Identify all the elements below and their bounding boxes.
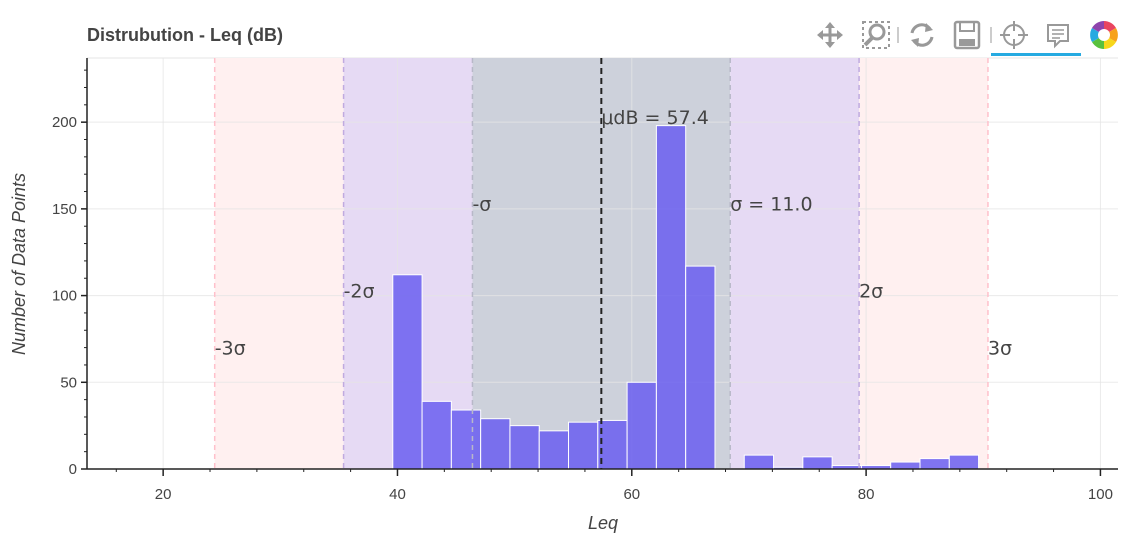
active-tool-indicator — [991, 53, 1081, 56]
histogram-bar — [655, 125, 687, 470]
crosshair-icon[interactable] — [1000, 21, 1028, 49]
annotation-label: 3σ — [988, 338, 1012, 360]
histogram-bar — [450, 409, 482, 470]
y-tick-label: 150 — [52, 201, 77, 218]
x-tick-label: 100 — [1088, 486, 1113, 503]
histogram-bar — [480, 418, 511, 470]
histogram-bar — [392, 274, 423, 470]
pan-icon[interactable] — [817, 22, 843, 48]
histogram-bar — [743, 454, 775, 470]
y-tick-label: 100 — [52, 288, 77, 305]
histogram-bar — [568, 421, 599, 470]
box-zoom-icon[interactable] — [862, 21, 890, 49]
histogram-bar — [948, 454, 980, 470]
y-axis-label: Number of Data Points — [9, 173, 29, 355]
histogram-bar — [685, 265, 716, 470]
sigma-label: -3σ — [215, 338, 246, 360]
annotation-label: μdB = 57.4 — [601, 107, 709, 129]
sigma-label: 2σ — [859, 280, 883, 302]
x-tick-label: 40 — [389, 486, 406, 503]
sigma-label: -2σ — [344, 280, 375, 302]
bokeh-logo[interactable] — [1090, 21, 1118, 49]
histogram-bar — [538, 430, 570, 470]
save-icon[interactable] — [953, 20, 981, 50]
reset-icon[interactable] — [910, 23, 934, 47]
histogram-bar — [597, 419, 628, 470]
histogram-bar — [421, 400, 452, 470]
sigma-label: -σ — [472, 194, 491, 216]
histogram-bar — [919, 458, 950, 470]
x-tick-label: 60 — [623, 486, 640, 503]
sigma-band — [859, 58, 988, 469]
hover-icon[interactable] — [1047, 24, 1069, 49]
y-tick-label: 200 — [52, 114, 77, 131]
y-tick-label: 50 — [60, 374, 77, 391]
x-axis-label: Leq — [588, 513, 618, 533]
x-tick-label: 80 — [858, 486, 875, 503]
x-tick-label: 20 — [155, 486, 172, 503]
sigma-band — [214, 58, 344, 469]
sigma-band — [730, 58, 860, 469]
histogram-bar — [509, 425, 540, 470]
histogram-bar — [626, 381, 657, 470]
histogram-bar — [802, 456, 833, 470]
histogram-bar — [890, 461, 921, 470]
sigma-label: σ = 11.0 — [730, 194, 812, 216]
chart-title: Distrubution - Leq (dB) — [87, 25, 283, 45]
toolbar — [817, 20, 1118, 56]
y-tick-label: 0 — [69, 461, 77, 478]
